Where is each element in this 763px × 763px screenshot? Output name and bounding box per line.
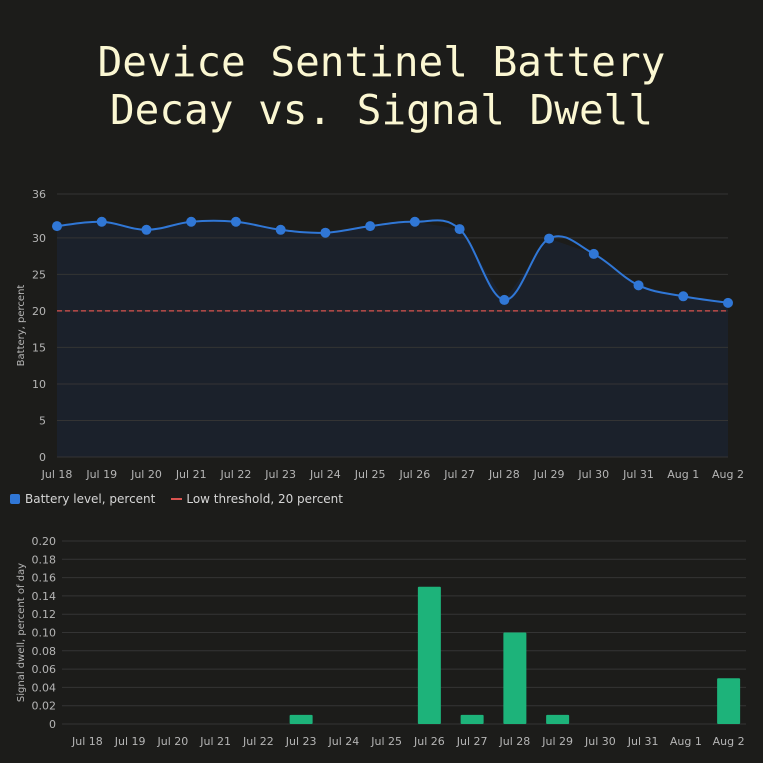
dwell-y-tick: 0.06 — [32, 663, 57, 676]
battery-point — [275, 224, 286, 235]
battery-y-tick: 10 — [32, 378, 46, 391]
title-line-2: Decay vs. Signal Dwell — [109, 86, 654, 134]
dwell-y-tick: 0.20 — [32, 535, 57, 548]
battery-point — [499, 294, 510, 305]
battery-area — [57, 221, 728, 457]
dwell-x-tick: Aug 1 — [670, 735, 702, 748]
dwell-y-tick: 0.14 — [32, 590, 57, 603]
dwell-y-tick: 0.12 — [32, 608, 57, 621]
battery-point — [230, 216, 241, 227]
dwell-bar — [460, 714, 484, 724]
battery-x-tick: Jul 29 — [533, 468, 565, 481]
dwell-y-tick: 0.02 — [32, 700, 57, 713]
dwell-x-tick: Jul 25 — [370, 735, 402, 748]
dwell-bar — [417, 586, 441, 724]
battery-point — [633, 280, 644, 291]
dwell-x-tick: Jul 23 — [285, 735, 317, 748]
dwell-y-tick: 0.18 — [32, 553, 57, 566]
battery-point — [96, 216, 107, 227]
battery-line — [56, 219, 729, 304]
battery-point — [588, 248, 599, 259]
battery-point — [186, 216, 197, 227]
legend-item-battery[interactable]: Battery level, percent — [10, 492, 155, 506]
dwell-x-tick: Jul 27 — [456, 735, 488, 748]
dwell-y-label: Signal dwell, percent of day — [16, 563, 27, 702]
battery-x-tick: Jul 30 — [577, 468, 609, 481]
dwell-y-tick: 0.04 — [32, 681, 57, 694]
dwell-x-tick: Jul 29 — [541, 735, 573, 748]
legend-item-threshold[interactable]: Low threshold, 20 percent — [171, 492, 343, 506]
battery-x-tick: Jul 25 — [354, 468, 386, 481]
battery-legend: Battery level, percent Low threshold, 20… — [10, 492, 359, 506]
battery-x-tick: Jul 19 — [85, 468, 117, 481]
legend-label-threshold: Low threshold, 20 percent — [186, 492, 343, 506]
battery-x-tick: Aug 1 — [667, 468, 699, 481]
battery-x-tick: Jul 27 — [443, 468, 475, 481]
dwell-x-tick: Jul 28 — [498, 735, 530, 748]
battery-chart: 0 5 10 15 20 25 30 36 Battery, percent Jul 18 Jul … — [16, 188, 744, 481]
battery-point — [409, 216, 420, 227]
battery-y-tick: 25 — [32, 268, 46, 281]
dwell-x-tick: Jul 20 — [156, 735, 188, 748]
battery-y-tick: 36 — [32, 188, 46, 201]
battery-x-tick: Jul 20 — [130, 468, 162, 481]
battery-y-label: Battery, percent — [16, 285, 27, 367]
legend-label-battery: Battery level, percent — [25, 492, 156, 506]
battery-point — [365, 221, 376, 232]
dwell-y-tick: 0.10 — [32, 627, 57, 640]
battery-swatch — [10, 494, 20, 504]
dwell-bar — [546, 714, 570, 724]
dwell-x-tick: Jul 21 — [199, 735, 231, 748]
battery-point — [320, 227, 331, 238]
dwell-x-tick: Jul 22 — [242, 735, 274, 748]
battery-x-tick: Aug 2 — [712, 468, 744, 481]
battery-x-tick: Jul 24 — [309, 468, 341, 481]
battery-point — [141, 224, 152, 235]
dwell-bar — [503, 632, 527, 724]
battery-x-tick: Jul 22 — [220, 468, 252, 481]
threshold-swatch — [171, 498, 183, 500]
battery-point — [454, 224, 465, 235]
dwell-bar — [289, 714, 313, 724]
battery-x-tick: Jul 23 — [264, 468, 296, 481]
dwell-y-tick: 0.08 — [32, 645, 57, 658]
dwell-x-tick: Jul 24 — [327, 735, 359, 748]
battery-y-tick: 15 — [32, 341, 46, 354]
dwell-x-tick: Jul 18 — [71, 735, 103, 748]
chart-title: Device Sentinel Battery Decay vs. Signal… — [0, 38, 763, 134]
battery-x-tick: Jul 18 — [41, 468, 73, 481]
dwell-y-tick: 0.16 — [32, 572, 57, 585]
dwell-x-tick: Aug 2 — [713, 735, 745, 748]
battery-x-tick: Jul 21 — [175, 468, 207, 481]
battery-y-tick: 20 — [32, 305, 46, 318]
battery-point — [544, 233, 555, 244]
title-line-1: Device Sentinel Battery — [97, 38, 666, 86]
battery-y-tick: 30 — [32, 232, 46, 245]
dwell-x-tick: Jul 26 — [413, 735, 445, 748]
battery-point — [678, 291, 689, 302]
battery-point — [723, 297, 733, 308]
dwell-x-tick: Jul 30 — [584, 735, 616, 748]
battery-y-tick: 0 — [39, 451, 46, 464]
dwell-x-tick: Jul 19 — [114, 735, 146, 748]
battery-y-tick: 5 — [39, 414, 46, 427]
battery-point — [52, 221, 62, 232]
dwell-x-tick: Jul 31 — [627, 735, 659, 748]
dwell-y-tick: 0 — [49, 718, 56, 731]
dwell-bar — [717, 678, 741, 724]
battery-x-tick: Jul 28 — [488, 468, 520, 481]
battery-x-tick: Jul 26 — [398, 468, 430, 481]
battery-x-tick: Jul 31 — [622, 468, 654, 481]
